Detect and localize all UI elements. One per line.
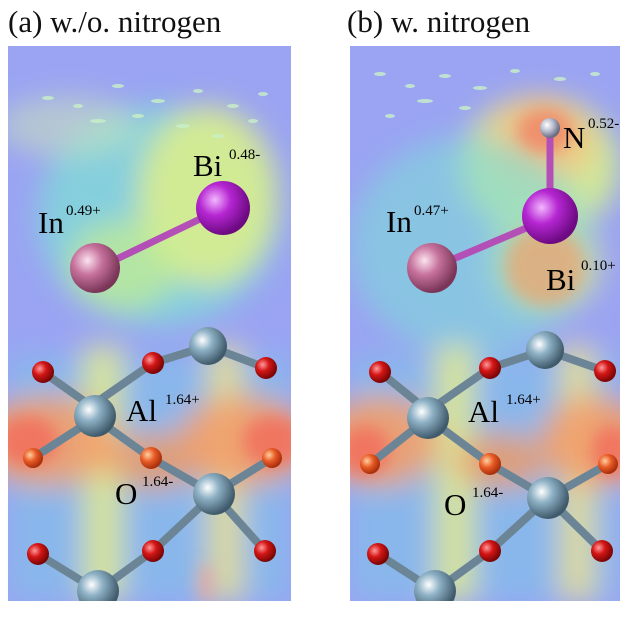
o-atom: [369, 361, 391, 383]
panel-b-density-map: [350, 46, 620, 601]
bi-atom: [196, 181, 250, 235]
al-atom: [189, 327, 227, 365]
al-atom: [193, 473, 235, 515]
o-atom: [142, 540, 164, 562]
charge-al-b: 1.64+: [506, 392, 541, 408]
al-atom: [414, 570, 456, 601]
label-al-b: Al: [468, 394, 499, 429]
al-atom: [407, 397, 449, 439]
o-atom: [255, 357, 277, 379]
charge-al-a: 1.64+: [165, 392, 200, 408]
in-atom: [407, 243, 457, 293]
panel-b-title: (b) w. nitrogen: [347, 4, 531, 39]
al-atom: [74, 395, 116, 437]
o-atom: [479, 357, 501, 379]
o-atom: [27, 543, 49, 565]
in-atom: [70, 243, 120, 293]
label-o-a: O: [115, 476, 138, 511]
panel-b-charge-density: N 0.52- In 0.47+ Bi 0.10+ Al 1.64+ O 1.6…: [350, 46, 620, 601]
o-atom: [591, 540, 613, 562]
charge-o-a: 1.64-: [142, 474, 174, 490]
panel-a-title: (a) w./o. nitrogen: [8, 4, 222, 39]
charge-n-b: 0.52-: [588, 116, 620, 132]
o-atom: [360, 454, 380, 474]
label-bi-b: Bi: [546, 262, 576, 297]
bi-atom: [522, 188, 578, 244]
o-atom: [142, 352, 164, 374]
o-atom: [598, 454, 618, 474]
o-atom: [254, 540, 276, 562]
o-atom: [479, 453, 501, 475]
charge-o-b: 1.64-: [472, 485, 504, 501]
o-atom: [32, 361, 54, 383]
label-bi-a: Bi: [193, 148, 223, 183]
o-atom: [140, 447, 162, 469]
n-atom: [540, 118, 560, 138]
o-atom: [23, 448, 43, 468]
charge-bi-a: 0.48-: [229, 147, 261, 163]
panel-a-density-map: [8, 46, 291, 601]
charge-in-a: 0.49+: [66, 203, 101, 219]
o-atom: [367, 543, 389, 565]
charge-bi-b: 0.10+: [581, 258, 616, 274]
al-atom: [526, 331, 564, 369]
charge-in-b: 0.47+: [414, 203, 449, 219]
al-atom: [77, 570, 119, 601]
label-in-a: In: [38, 205, 64, 240]
o-atom: [479, 540, 501, 562]
o-atom: [262, 448, 282, 468]
al-atom: [527, 477, 569, 519]
label-n-b: N: [563, 120, 586, 155]
panel-a-charge-density: In 0.49+ Bi 0.48- Al 1.64+ O 1.64-: [8, 46, 291, 601]
o-atom: [594, 360, 616, 382]
label-al-a: Al: [126, 393, 157, 428]
label-o-b: O: [444, 487, 467, 522]
label-in-b: In: [386, 204, 412, 239]
